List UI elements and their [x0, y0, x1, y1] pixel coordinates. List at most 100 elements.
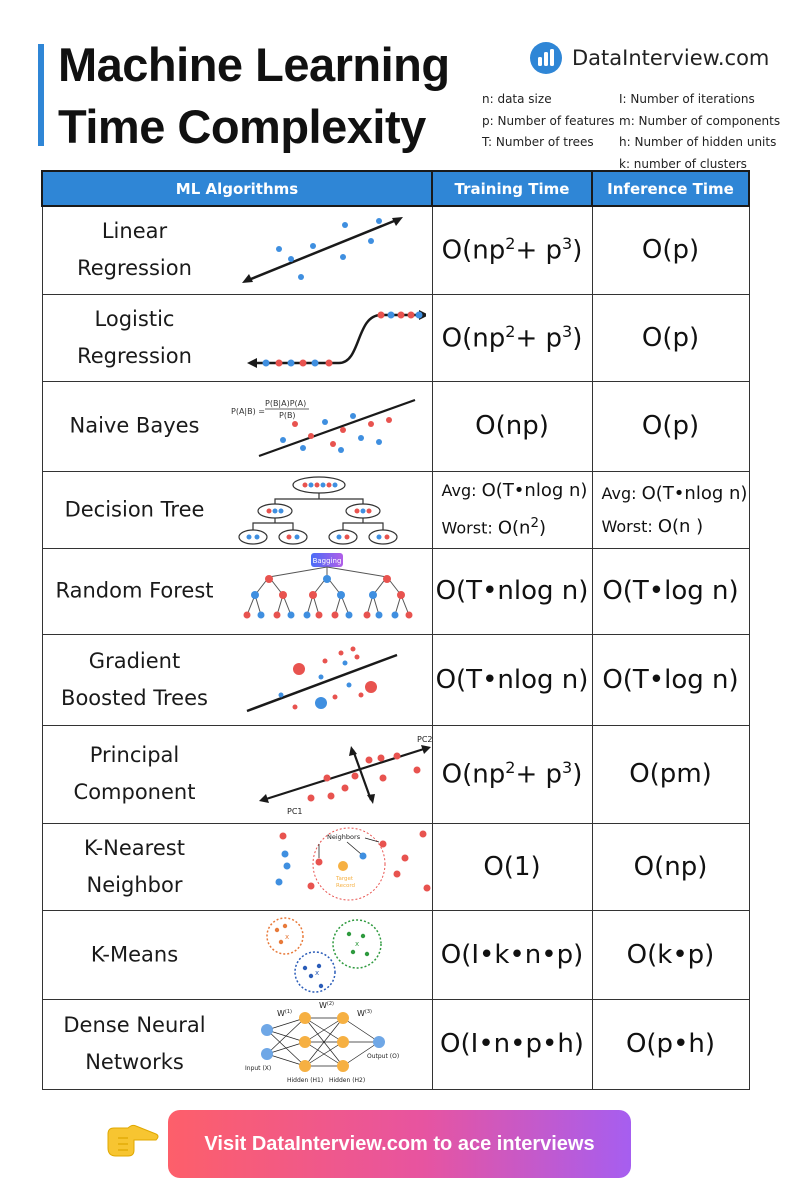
k-means-figure: x x x [265, 916, 382, 993]
svg-text:W(3): W(3) [357, 1009, 372, 1018]
table-row: Naive Bayes P(A|B) = P(B|A)P(A) P(B) [41, 380, 750, 472]
algo-name-line: Decision Tree [64, 497, 205, 521]
algo-cell: Random Forest Bagging [41, 547, 433, 635]
algo-cell: Linear Regression [41, 205, 433, 295]
table-header-row: ML Algorithms Training Time Inference Ti… [41, 170, 750, 207]
table-row: Logistic Regression O(np2+ p3) O(p) [41, 293, 750, 382]
training-time: O(1) [431, 822, 593, 911]
inference-time: O(T•log n) [591, 547, 750, 635]
header-inference-time: Inference Time [591, 170, 750, 207]
inference-time: O(pm) [591, 724, 750, 824]
header-training-time: Training Time [431, 170, 593, 207]
training-time: O(T•nlog n) [431, 633, 593, 726]
logistic-regression-figure [246, 309, 426, 368]
table-row: Random Forest Bagging [41, 547, 750, 635]
gradient-boosted-trees-figure [246, 646, 397, 712]
cta-label: Visit DataInterview.com to ace interview… [204, 1132, 595, 1155]
training-time: O(np2+ p3) [431, 205, 593, 295]
pc2-label: PC2 [417, 735, 433, 744]
algo-cell: K-Means x x x [41, 909, 433, 1000]
svg-text:x: x [285, 933, 289, 941]
table-row: K-Nearest Neighbor Neighbors Target Reco… [41, 822, 750, 911]
naive-bayes-figure: P(A|B) = P(B|A)P(A) P(B) [231, 398, 415, 457]
svg-text:W(2): W(2) [319, 1001, 334, 1010]
random-forest-figure: Bagging [243, 552, 412, 618]
training-time: O(np2+ p3) [431, 293, 593, 382]
formula-numerator: P(B|A)P(A) [265, 399, 306, 408]
table-row: Dense Neural Networks [41, 998, 750, 1090]
neighbors-label: Neighbors [327, 833, 361, 841]
algo-name: Logistic Regression [45, 301, 225, 375]
visit-cta-button[interactable]: Visit DataInterview.com to ace interview… [168, 1110, 631, 1178]
legend-item: k: number of clusters [619, 156, 747, 171]
input-label: Input (X) [245, 1065, 271, 1072]
legend-item: p: Number of features [482, 113, 615, 128]
algo-cell: Decision Tree [41, 470, 433, 549]
inference-time: O(np) [591, 822, 750, 911]
brand-name: DataInterview.com [572, 46, 770, 70]
hidden2-label: Hidden (H2) [329, 1077, 365, 1084]
inference-time: O(p) [591, 380, 750, 472]
decision-tree-figure [237, 475, 398, 545]
algo-name: K-Means [45, 936, 225, 973]
dense-neural-network-figure: W(1) W(2) W(3) Input (X) Hidden (H1) Hid… [245, 1001, 399, 1084]
svg-text:x: x [315, 969, 319, 977]
algo-name-line: Principal [89, 743, 180, 767]
algo-name: Decision Tree [45, 491, 225, 528]
table-row: Principal Component PC2 PC1 [41, 724, 750, 824]
record-label: Record [336, 883, 355, 889]
algo-name: Naive Bayes [45, 408, 225, 445]
algo-name: Dense Neural Networks [45, 1007, 225, 1081]
principal-component-figure: PC2 PC1 [258, 735, 433, 816]
algo-cell: Gradient Boosted Trees [41, 633, 433, 726]
output-label: Output (O) [367, 1053, 399, 1060]
algo-name-line: Naive Bayes [69, 413, 200, 438]
training-time: O(I•n•p•h) [431, 998, 593, 1090]
inference-time: O(p) [591, 205, 750, 295]
algo-name-line: K-Means [90, 942, 179, 966]
algo-name-line: Regression [77, 256, 192, 281]
table-row: Linear Regression O(np2+ p3) O(p) [41, 205, 750, 295]
pc1-label: PC1 [287, 807, 303, 816]
formula-denominator: P(B) [279, 411, 296, 420]
training-time: O(I•k•n•p) [431, 909, 593, 1000]
legend-item: n: data size [482, 92, 552, 106]
brand[interactable]: DataInterview.com [530, 42, 769, 74]
algo-name-line: K-Nearest [84, 835, 185, 860]
inference-time: O(p•h) [591, 998, 750, 1090]
inference-time: Avg: O(T•nlog n) Worst: O(n ) [591, 470, 750, 549]
training-time: Avg: O(T•nlog n) Worst: O(n2) [431, 470, 593, 549]
algo-name-line: Neighbor [86, 872, 183, 897]
target-label: Target [335, 876, 354, 882]
table-row: Gradient Boosted Trees O(T•nlog n) O(T•l… [41, 633, 750, 726]
training-time: O(np2+ p3) [431, 724, 593, 824]
inference-time: O(k•p) [591, 909, 750, 1000]
table-row: K-Means x x x O(I•k•n•p) O(k•p) [41, 909, 750, 1000]
training-time: O(T•nlog n) [431, 547, 593, 635]
complexity-table: ML Algorithms Training Time Inference Ti… [41, 170, 750, 1090]
legend-right: I: Number of iterations m: Number of com… [619, 89, 780, 175]
algo-name-line: Logistic [94, 306, 175, 331]
legend-left: n: data size p: Number of features T: Nu… [482, 89, 614, 154]
pointing-hand-icon [107, 1124, 159, 1157]
hidden1-label: Hidden (H1) [287, 1077, 323, 1084]
bagging-label: Bagging [312, 557, 341, 565]
training-time: O(np) [431, 380, 593, 472]
title-line-1: Machine Learning [58, 38, 450, 91]
legend-item: m: Number of components [619, 113, 781, 128]
linear-regression-figure [241, 217, 403, 283]
algo-cell: Naive Bayes P(A|B) = P(B|A)P(A) P(B) [41, 380, 433, 472]
legend-item: h: Number of hidden units [619, 135, 777, 149]
title-line-2: Time Complexity [58, 100, 426, 153]
algo-name-line: Regression [77, 343, 192, 368]
table-row: Decision Tree [41, 470, 750, 549]
algo-name: Linear Regression [45, 213, 225, 287]
algo-cell: Logistic Regression [41, 293, 433, 382]
algo-name: Principal Component [45, 737, 225, 811]
legend-item: I: Number of iterations [619, 92, 755, 106]
algo-name-line: Gradient [88, 648, 181, 673]
algo-name-line: Networks [85, 1050, 184, 1074]
algo-cell: Principal Component PC2 PC1 [41, 724, 433, 824]
k-nearest-neighbor-figure: Neighbors Target Record [275, 827, 430, 900]
title-accent-bar [38, 44, 44, 146]
